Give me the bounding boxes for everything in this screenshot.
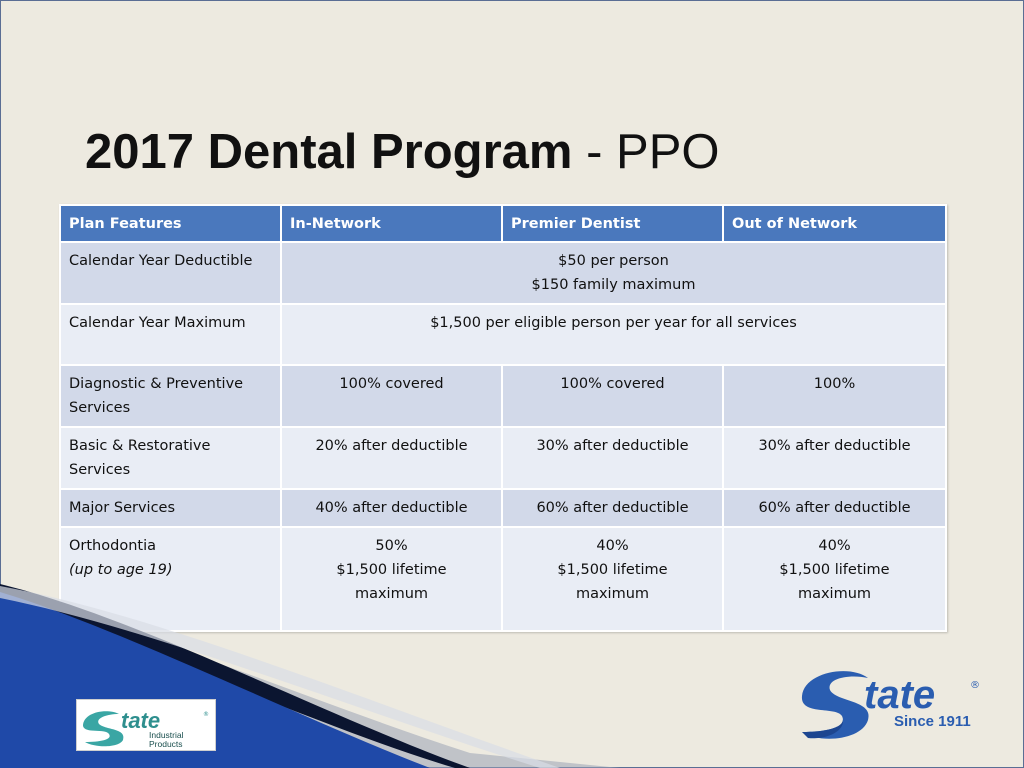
feature-cell: Diagnostic & Preventive Services (59, 364, 282, 428)
logo-large-word: tate (864, 673, 935, 717)
ortho-premier-line1: $1,500 lifetime (557, 562, 668, 578)
state-logo-large-mark: tate ® Since 1911 (801, 671, 980, 739)
premier-cell: 30% after deductible (501, 426, 724, 490)
table-row: Calendar Year Maximum $1,500 per eligibl… (59, 303, 947, 366)
premier-cell: 40% $1,500 lifetime maximum (501, 526, 724, 632)
ortho-out-line1: $1,500 lifetime (779, 562, 890, 578)
deductible-line-2: $150 family maximum (531, 277, 696, 293)
header-plan-features: Plan Features (59, 204, 282, 243)
logo-s-swoosh (83, 711, 124, 747)
table-row: Calendar Year Deductible $50 per person … (59, 241, 947, 305)
logo-small-mark: ® (203, 711, 209, 718)
out-network-cell: 30% after deductible (722, 426, 947, 490)
table-row: Major Services 40% after deductible 60% … (59, 488, 947, 528)
feature-cell: Calendar Year Maximum (59, 303, 282, 366)
logo-large-since: Since 1911 (894, 713, 971, 730)
logo-small-line2: Products (149, 739, 183, 749)
title-main: 2017 Dental Program (85, 125, 573, 179)
maximum-value: $1,500 per eligible person per year for … (280, 303, 947, 366)
logo-large-swoosh-edge (802, 716, 844, 739)
slide-title: 2017 Dental Program - PPO (85, 124, 720, 180)
table-row: Diagnostic & Preventive Services 100% co… (59, 364, 947, 428)
header-in-network: In-Network (280, 204, 503, 243)
out-network-cell: 40% $1,500 lifetime maximum (722, 526, 947, 632)
state-logo-small-mark: tate ® Industrial Products (83, 708, 209, 749)
ortho-out-line2: maximum (797, 586, 872, 602)
state-since-1911-logo: tate ® Since 1911 (798, 660, 988, 748)
table-header-row: Plan Features In-Network Premier Dentist… (59, 204, 947, 243)
wave-highlight (0, 586, 560, 768)
ortho-premier-line2: maximum (575, 586, 650, 602)
deductible-line-1: $50 per person (558, 253, 669, 269)
logo-small-word: tate (121, 708, 160, 733)
logo-small-line1: Industrial (149, 730, 184, 740)
title-suffix: - PPO (586, 125, 720, 179)
ortho-in-line1: $1,500 lifetime (336, 562, 447, 578)
header-premier-dentist: Premier Dentist (501, 204, 724, 243)
feature-cell: Basic & Restorative Services (59, 426, 282, 490)
deductible-value: $50 per person $150 family maximum (280, 241, 947, 305)
header-out-of-network: Out of Network (722, 204, 947, 243)
state-industrial-logo: tate ® Industrial Products (76, 699, 216, 751)
out-network-cell: 100% (722, 364, 947, 428)
ortho-out-pct: 40% (818, 538, 851, 554)
in-network-cell: 100% covered (280, 364, 503, 428)
logo-large-s-swoosh (801, 671, 869, 739)
premier-cell: 60% after deductible (501, 488, 724, 528)
in-network-cell: 50% $1,500 lifetime maximum (280, 526, 503, 632)
ortho-in-line2: maximum (354, 586, 429, 602)
out-network-cell: 60% after deductible (722, 488, 947, 528)
feature-cell: Calendar Year Deductible (59, 241, 282, 305)
plan-comparison-table: Plan Features In-Network Premier Dentist… (59, 204, 947, 632)
ortho-note: (up to age 19) (69, 562, 173, 578)
logo-large-mark: ® (970, 680, 980, 691)
ortho-premier-pct: 40% (596, 538, 629, 554)
in-network-cell: 20% after deductible (280, 426, 503, 490)
premier-cell: 100% covered (501, 364, 724, 428)
table-row: Basic & Restorative Services 20% after d… (59, 426, 947, 490)
wave-dark-stripe (0, 584, 470, 768)
ortho-in-pct: 50% (375, 538, 408, 554)
ortho-label: Orthodontia (69, 538, 156, 554)
in-network-cell: 40% after deductible (280, 488, 503, 528)
feature-cell: Major Services (59, 488, 282, 528)
